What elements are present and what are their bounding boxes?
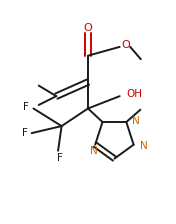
Text: N: N [140,140,147,151]
Text: O: O [84,23,92,33]
Text: N: N [90,146,97,156]
Text: F: F [23,102,29,112]
Text: OH: OH [127,89,143,99]
Text: F: F [22,128,28,138]
Text: O: O [121,40,130,50]
Text: N: N [133,116,140,126]
Text: F: F [57,153,63,163]
